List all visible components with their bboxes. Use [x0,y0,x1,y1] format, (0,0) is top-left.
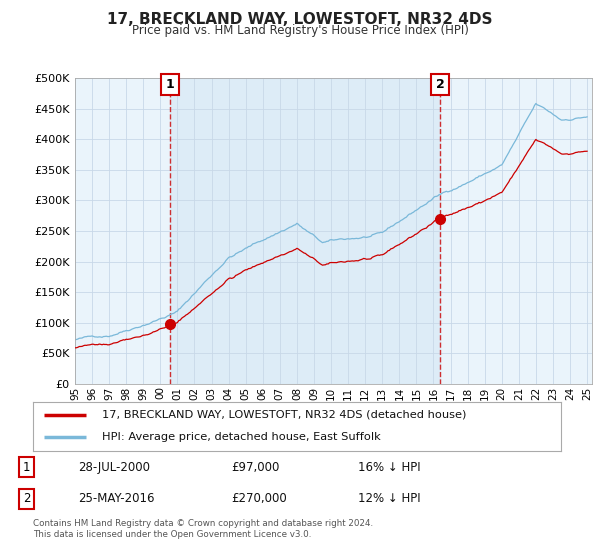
Text: 17, BRECKLAND WAY, LOWESTOFT, NR32 4DS: 17, BRECKLAND WAY, LOWESTOFT, NR32 4DS [107,12,493,27]
Text: HPI: Average price, detached house, East Suffolk: HPI: Average price, detached house, East… [101,432,380,442]
Text: 28-JUL-2000: 28-JUL-2000 [78,461,150,474]
Text: Contains HM Land Registry data © Crown copyright and database right 2024.
This d: Contains HM Land Registry data © Crown c… [33,519,373,539]
Text: £97,000: £97,000 [231,461,279,474]
Text: Price paid vs. HM Land Registry's House Price Index (HPI): Price paid vs. HM Land Registry's House … [131,24,469,37]
Text: 12% ↓ HPI: 12% ↓ HPI [358,492,420,505]
Text: 1: 1 [23,461,30,474]
Text: 2: 2 [436,78,445,91]
Text: 25-MAY-2016: 25-MAY-2016 [78,492,155,505]
Bar [170,78,440,384]
Text: 2: 2 [23,492,30,505]
Text: 17, BRECKLAND WAY, LOWESTOFT, NR32 4DS (detached house): 17, BRECKLAND WAY, LOWESTOFT, NR32 4DS (… [101,410,466,420]
Text: 1: 1 [166,78,175,91]
Text: 16% ↓ HPI: 16% ↓ HPI [358,461,420,474]
Text: £270,000: £270,000 [231,492,287,505]
